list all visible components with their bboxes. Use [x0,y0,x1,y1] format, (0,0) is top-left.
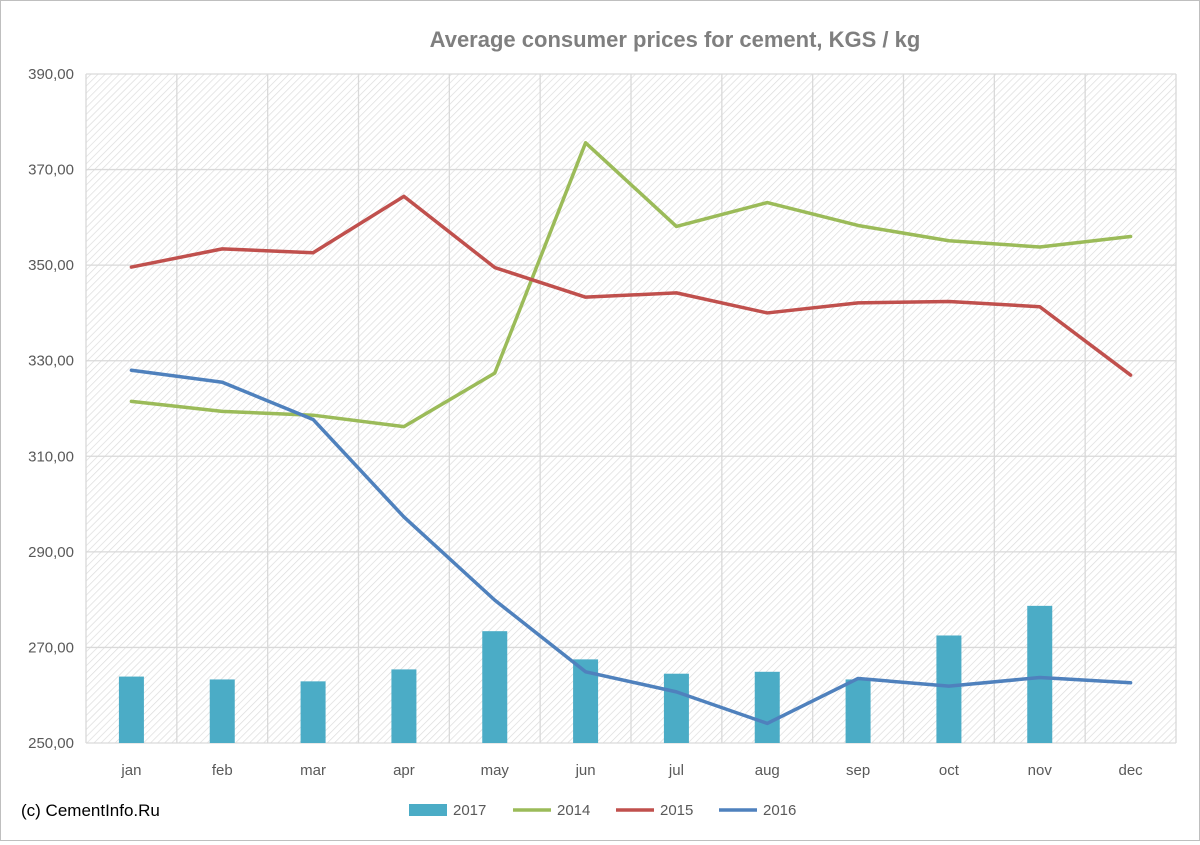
bar [391,669,417,743]
x-tick-label: mar [300,762,326,779]
bar [936,635,962,743]
y-tick-label: 390,00 [28,66,74,83]
y-tick-label: 290,00 [28,544,74,561]
bar [209,679,235,743]
legend-swatch-2017 [409,804,447,816]
x-tick-label: sep [846,762,870,779]
grid-lines [85,73,1177,744]
x-tick-label: nov [1028,762,1053,779]
bar [663,673,689,743]
x-tick-label: may [481,762,510,779]
legend-label-2017: 2017 [453,802,486,819]
x-axis: jan feb mar apr may jun jul aug sep oct nov dec [120,762,1143,779]
x-tick-label: jan [120,762,141,779]
x-tick-label: apr [393,762,415,779]
y-tick-label: 350,00 [28,257,74,274]
y-tick-label: 370,00 [28,162,74,179]
y-tick-label: 310,00 [28,448,74,465]
line-series-2015 [129,194,1133,377]
x-tick-label: dec [1118,762,1143,779]
bar [482,631,508,743]
bar-series-2017 [118,605,1053,743]
y-axis: 250,00 270,00 290,00 310,00 330,00 350,00 370,… [28,66,74,752]
legend-label-2016: 2016 [763,802,796,819]
bar [300,681,326,743]
bar [845,679,871,743]
legend-label-2015: 2015 [660,802,693,819]
line-series [129,141,1133,726]
y-tick-label: 250,00 [28,735,74,752]
x-tick-label: oct [939,762,960,779]
x-tick-label: jul [668,762,684,779]
x-tick-label: jun [575,762,596,779]
x-tick-label: aug [755,762,780,779]
legend: 2017 2014 2015 2016 [409,802,796,819]
line-series-2016 [129,368,1133,726]
bar [1027,605,1053,743]
legend-label-2014: 2014 [557,802,590,819]
y-tick-label: 330,00 [28,353,74,370]
bar [118,676,144,743]
x-tick-label: feb [212,762,233,779]
y-tick-label: 270,00 [28,639,74,656]
source-credit: (c) CementInfo.Ru [21,801,160,820]
bar [754,671,780,743]
chart-title: Average consumer prices for cement, KGS … [430,27,921,52]
